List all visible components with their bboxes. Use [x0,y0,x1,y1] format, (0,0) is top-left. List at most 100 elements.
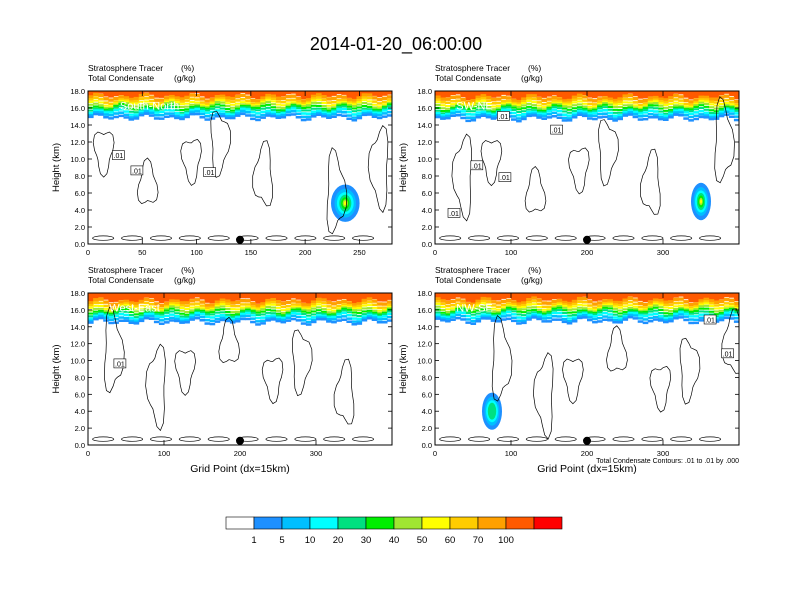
tracer-cell [265,314,271,317]
tracer-cell [88,306,94,309]
tracer-cell [326,97,332,101]
tracer-cell [495,313,502,316]
tracer-cell [361,96,368,99]
tracer-cell [500,308,507,311]
condensate-contour [533,352,554,440]
tracer-cell [637,312,644,315]
tracer-cell [652,300,659,304]
tracer-cell [617,106,623,109]
tracer-cell [435,315,441,319]
tracer-cell [450,99,456,103]
tracer-cell [440,104,446,107]
tracer-cell [475,108,482,111]
tracer-cell [602,311,608,315]
tracer-cell [300,312,307,315]
tracer-cell [275,303,282,307]
tracer-cell [673,308,679,311]
tracer-cell [179,100,185,103]
tracer-cell [189,306,195,309]
tracer-cell [576,314,583,318]
tracer-cell [265,96,271,100]
tracer-cell [224,99,231,102]
tracer-cell [128,293,135,303]
tracer-cell [561,311,568,314]
tracer-cell [118,300,124,304]
tracer-cell [597,104,603,107]
tracer-cell [581,307,588,310]
tracer-cell [500,102,507,105]
tracer-cell [516,316,522,319]
tracer-cell [194,98,200,101]
tracer-cell [536,114,542,117]
tracer-cell [316,306,322,309]
tracer-cell [500,293,507,299]
tracer-cell [158,105,165,108]
tracer-cell [526,102,532,105]
surface-contour [641,436,664,442]
y-tick-label: 18.0 [417,87,432,96]
tracer-cell [290,113,297,116]
figure-title: 2014-01-20_06:00:00 [310,34,482,55]
surface-contour [323,235,346,241]
tracer-cell [189,314,195,317]
tracer-cell [255,91,261,100]
y-axis-label: Height (km) [398,344,409,393]
tracer-cell [386,103,392,106]
tracer-cell [566,306,573,309]
tracer-cell [581,297,588,301]
tracer-cell [607,101,613,104]
tracer-cell [455,311,461,314]
tracer-cell [475,309,482,312]
tracer-cell [551,111,558,115]
tracer-cell [728,298,735,302]
tracer-cell [668,111,674,114]
tracer-cell [88,113,94,117]
tracer-cell [361,307,368,310]
tracer-cell [541,315,547,318]
tracer-cell [490,315,497,318]
tracer-cell [627,293,634,297]
tracer-cell [285,102,292,105]
tracer-cell [158,315,165,319]
tracer-cell [214,308,221,311]
tracer-cell [663,98,669,102]
tracer-cell [174,319,180,323]
tracer-cell [194,106,200,109]
tracer-cell [381,306,388,309]
tracer-cell [470,110,477,113]
tracer-cell [138,110,145,113]
tracer-cell [270,100,276,103]
tracer-cell [128,118,135,121]
tracer-cell [536,116,542,119]
tracer-cell [647,305,654,308]
tracer-cell [143,92,150,97]
condensate-contour [640,148,661,215]
tracer-cell [698,301,705,305]
tracer-cell [541,320,547,323]
tracer-cell [505,293,512,299]
surface-contour [121,436,144,442]
tracer-cell [571,311,578,314]
tracer-cell [219,308,226,311]
contour-label: .01 [115,361,125,368]
tracer-cell [703,302,710,305]
x-tick-label: 100 [158,449,171,458]
condensate-contour [721,308,739,374]
tracer-cell [164,106,170,109]
tracer-cell [571,112,578,115]
tracer-cell [546,104,553,107]
tracer-cell [440,315,446,319]
tracer-cell [536,91,542,97]
tracer-cell [657,308,664,311]
tracer-cell [668,316,674,319]
tracer-cell [310,303,317,306]
tracer-cell [485,313,492,317]
tracer-cell [194,101,200,104]
tracer-cell [275,116,282,119]
tracer-cell [305,106,312,109]
tracer-cell [490,110,497,113]
tracer-cell [632,91,639,97]
tracer-cell [285,106,292,109]
tracer-cell [500,95,507,100]
tracer-cell [718,109,725,112]
